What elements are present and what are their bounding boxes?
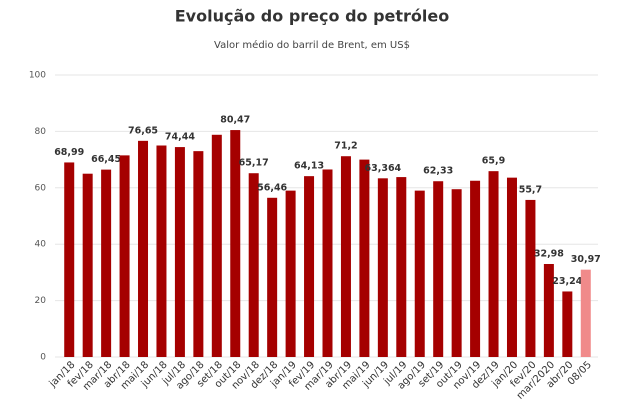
value-label: 68,99 <box>54 147 84 158</box>
value-label: 23,24 <box>552 276 582 287</box>
value-label: 71,2 <box>334 141 357 152</box>
bar <box>138 140 149 357</box>
value-label: 65,17 <box>239 158 269 169</box>
value-label: 80,47 <box>220 115 250 126</box>
value-label: 65,9 <box>482 156 505 167</box>
bar <box>433 181 444 357</box>
bar <box>543 263 554 357</box>
bar <box>525 199 536 357</box>
bar <box>211 134 222 357</box>
bar <box>119 155 130 357</box>
bar <box>101 169 112 357</box>
y-tick-label: 40 <box>35 240 47 250</box>
bar <box>488 171 499 357</box>
y-tick-label: 100 <box>29 71 46 81</box>
bar <box>230 130 241 357</box>
value-label: 55,7 <box>519 184 542 195</box>
y-tick-label: 80 <box>35 127 47 137</box>
value-label: 74,44 <box>165 132 195 143</box>
bar <box>580 269 591 357</box>
bar <box>64 162 75 357</box>
chart-subtitle: Valor médio do barril de Brent, em US$ <box>214 39 410 51</box>
bar <box>267 197 278 357</box>
bar <box>174 147 185 357</box>
value-label: 64,13 <box>294 161 324 172</box>
y-tick-label: 20 <box>35 296 47 306</box>
bar <box>304 176 315 357</box>
bar <box>82 173 93 357</box>
bar <box>562 291 573 357</box>
bar <box>470 180 481 357</box>
bar <box>359 159 370 357</box>
value-label: 32,98 <box>534 248 564 259</box>
bar <box>322 169 333 357</box>
bar <box>340 156 351 357</box>
y-tick-label: 0 <box>40 353 46 363</box>
bar <box>506 177 517 357</box>
value-label: 30,97 <box>571 254 601 265</box>
y-tick-label: 60 <box>35 183 47 193</box>
bar <box>451 189 462 357</box>
bar <box>377 178 388 357</box>
bar <box>285 190 296 357</box>
value-label: 63,364 <box>365 163 402 174</box>
bar <box>156 145 167 357</box>
chart-title: Evolução do preço do petróleo <box>175 7 450 26</box>
bar <box>193 151 204 357</box>
bar <box>414 190 425 357</box>
value-label: 62,33 <box>423 166 453 177</box>
value-label: 76,65 <box>128 125 158 136</box>
bar <box>396 177 407 357</box>
bar <box>248 173 259 357</box>
value-label: 56,46 <box>257 182 287 193</box>
value-label: 66,45 <box>91 154 121 165</box>
